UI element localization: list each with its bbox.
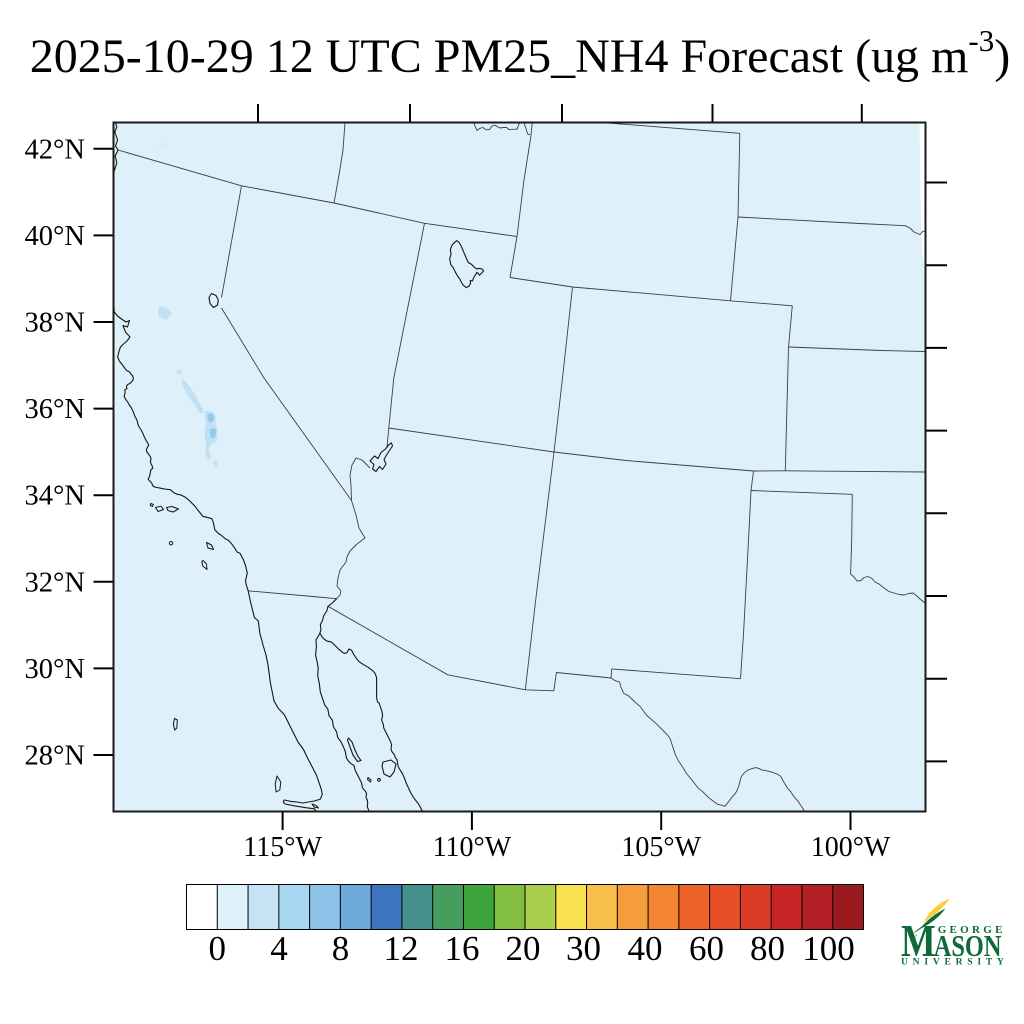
svg-text:36°N: 36°N — [25, 394, 85, 425]
svg-text:8: 8 — [332, 929, 350, 968]
svg-text:100: 100 — [802, 929, 855, 968]
svg-text:30°N: 30°N — [25, 654, 85, 685]
svg-text:2025-10-29 12 UTC PM25_NH4 For: 2025-10-29 12 UTC PM25_NH4 Forecast (ug … — [30, 23, 1010, 83]
svg-text:30: 30 — [566, 929, 601, 968]
svg-text:40°N: 40°N — [25, 221, 85, 252]
svg-text:32°N: 32°N — [25, 567, 85, 598]
svg-text:105°W: 105°W — [621, 832, 701, 863]
svg-text:38°N: 38°N — [25, 308, 85, 339]
svg-text:115°W: 115°W — [243, 832, 322, 863]
svg-text:42°N: 42°N — [25, 134, 85, 165]
svg-text:100°W: 100°W — [811, 832, 891, 863]
svg-text:110°W: 110°W — [433, 832, 512, 863]
svg-text:12: 12 — [384, 929, 419, 968]
svg-text:M: M — [901, 916, 936, 967]
svg-text:20: 20 — [506, 929, 541, 968]
svg-text:0: 0 — [209, 929, 227, 968]
svg-text:4: 4 — [270, 929, 288, 968]
svg-text:34°N: 34°N — [25, 481, 85, 512]
svg-text:GEORGE: GEORGE — [938, 924, 1006, 936]
svg-text:16: 16 — [445, 929, 480, 968]
svg-text:60: 60 — [689, 929, 724, 968]
svg-text:80: 80 — [750, 929, 785, 968]
svg-text:UNIVERSITY: UNIVERSITY — [901, 958, 1009, 968]
svg-text:ASON: ASON — [934, 928, 1002, 962]
svg-text:40: 40 — [628, 929, 663, 968]
svg-text:28°N: 28°N — [25, 741, 85, 772]
